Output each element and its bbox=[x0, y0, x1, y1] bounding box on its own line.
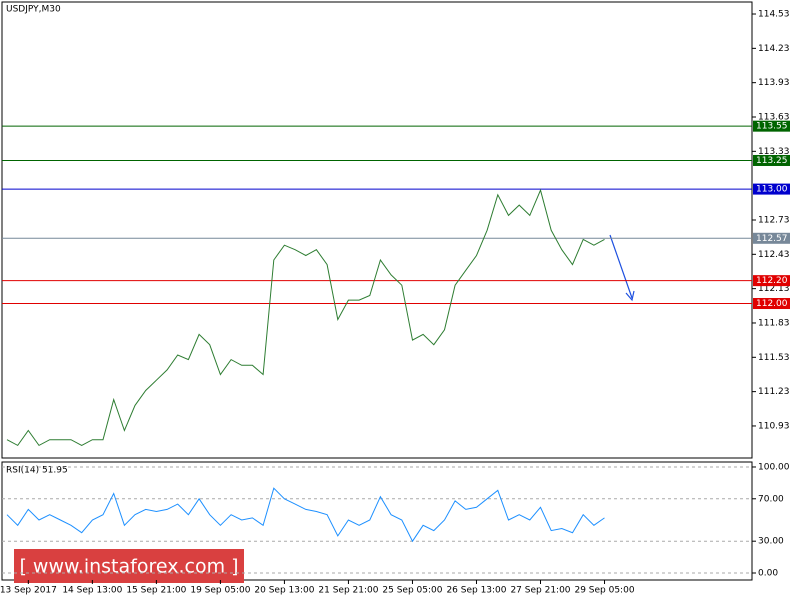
arrow-head bbox=[625, 290, 635, 302]
rsi-panel bbox=[1, 461, 753, 581]
forecast-arrow bbox=[609, 234, 633, 299]
y-tick-label: 111.83 bbox=[758, 318, 790, 328]
watermark-box bbox=[14, 549, 244, 583]
y-tick-label: 100.00 bbox=[758, 462, 790, 472]
level-label-box bbox=[753, 298, 790, 310]
main-panel bbox=[1, 1, 753, 459]
y-tick-label: 113.63 bbox=[758, 113, 790, 123]
level-label: 113.55 bbox=[756, 122, 788, 132]
x-tick-label: 29 Sep 05:00 bbox=[574, 586, 634, 596]
y-tick-label: 113.33 bbox=[758, 147, 790, 157]
level-label-box bbox=[753, 275, 790, 287]
rsi-title: RSI(14) 51.95 bbox=[6, 466, 68, 476]
x-tick-label: 21 Sep 21:00 bbox=[318, 586, 378, 596]
x-tick-label: 27 Sep 21:00 bbox=[510, 586, 570, 596]
x-tick-label: 25 Sep 05:00 bbox=[382, 586, 442, 596]
price-line bbox=[6, 188, 605, 447]
x-tick-label: 26 Sep 13:00 bbox=[446, 586, 506, 596]
y-tick-label: 112.43 bbox=[758, 250, 790, 260]
x-tick-label: 14 Sep 13:00 bbox=[62, 586, 122, 596]
chart-title: USDJPY,M30 bbox=[6, 5, 61, 15]
level-label: 113.00 bbox=[756, 185, 788, 195]
x-tick-label: 13 Sep 2017 bbox=[0, 586, 57, 596]
y-tick-label: 114.23 bbox=[758, 44, 790, 54]
x-tick-label: 19 Sep 05:00 bbox=[190, 586, 250, 596]
y-tick-label: 0.00 bbox=[758, 569, 778, 579]
y-tick-label: 112.73 bbox=[758, 215, 790, 225]
y-tick-label: 112.13 bbox=[758, 284, 790, 294]
level-label: 113.25 bbox=[756, 156, 788, 166]
y-tick-label: 110.93 bbox=[758, 421, 790, 431]
level-label-box bbox=[753, 183, 790, 195]
level-label-box bbox=[753, 120, 790, 132]
y-tick-label: 113.93 bbox=[758, 78, 790, 88]
rsi-line bbox=[6, 487, 605, 543]
level-label: 112.20 bbox=[756, 276, 788, 286]
watermark: [ www.instaforex.com ] bbox=[19, 556, 238, 578]
y-tick-label: 30.00 bbox=[758, 537, 784, 547]
x-tick-label: 15 Sep 21:00 bbox=[126, 586, 186, 596]
level-label: 112.00 bbox=[756, 299, 788, 309]
y-tick-label: 114.53 bbox=[758, 10, 790, 20]
y-tick-label: 111.23 bbox=[758, 387, 790, 397]
y-tick-label: 111.53 bbox=[758, 353, 790, 363]
level-label-box bbox=[753, 154, 790, 166]
level-label-box bbox=[753, 232, 790, 244]
x-tick-label: 20 Sep 13:00 bbox=[254, 586, 314, 596]
level-label: 112.57 bbox=[756, 234, 788, 244]
y-tick-label: 70.00 bbox=[758, 494, 784, 504]
